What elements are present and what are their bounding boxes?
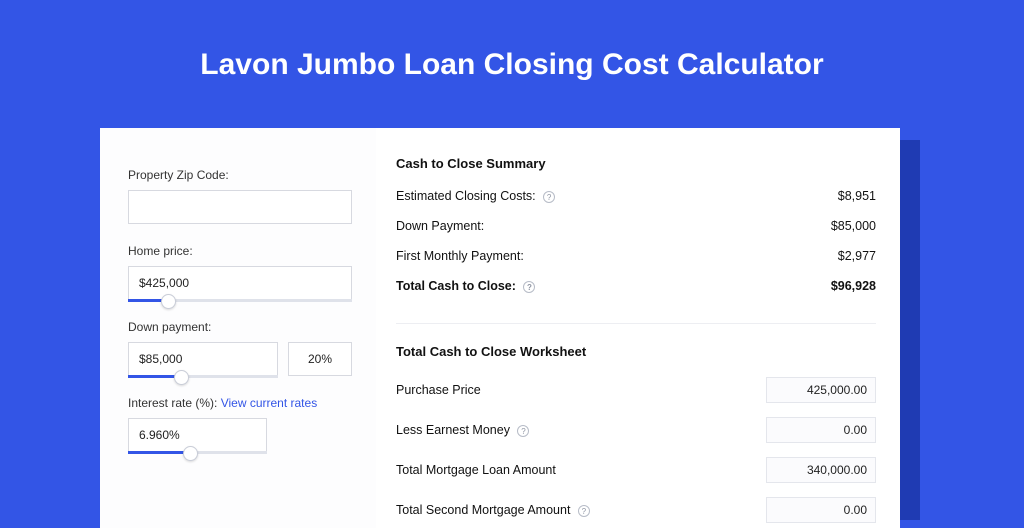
help-icon[interactable]: ? <box>543 191 555 203</box>
worksheet-label: Total Mortgage Loan Amount <box>396 463 556 477</box>
summary-row-first-monthly: First Monthly Payment: $2,977 <box>396 249 876 263</box>
view-rates-link[interactable]: View current rates <box>221 396 318 410</box>
inputs-panel: Property Zip Code: Home price: Down paym… <box>100 128 376 528</box>
home-price-input[interactable] <box>128 266 352 300</box>
slider-fill <box>128 375 181 378</box>
slider-thumb[interactable] <box>183 446 198 461</box>
worksheet-row-purchase-price: Purchase Price <box>396 377 876 403</box>
worksheet-value-input[interactable] <box>766 417 876 443</box>
cash-to-close-summary: Cash to Close Summary Estimated Closing … <box>396 156 876 324</box>
worksheet-value-input[interactable] <box>766 457 876 483</box>
worksheet-row-mortgage-amount: Total Mortgage Loan Amount <box>396 457 876 483</box>
home-price-label: Home price: <box>128 244 352 258</box>
zip-field: Property Zip Code: <box>128 168 352 224</box>
help-icon[interactable]: ? <box>517 425 529 437</box>
page-title: Lavon Jumbo Loan Closing Cost Calculator <box>0 0 1024 110</box>
summary-label: Estimated Closing Costs: <box>396 189 536 203</box>
worksheet-block: Total Cash to Close Worksheet Purchase P… <box>396 344 876 523</box>
interest-rate-input[interactable] <box>128 418 267 452</box>
worksheet-value-input[interactable] <box>766 497 876 523</box>
summary-value: $85,000 <box>831 219 876 233</box>
down-payment-input[interactable] <box>128 342 278 376</box>
down-payment-pct[interactable]: 20% <box>288 342 352 376</box>
summary-label: First Monthly Payment: <box>396 249 524 263</box>
summary-row-total-cash: Total Cash to Close: ? $96,928 <box>396 279 876 293</box>
calculator-card: Property Zip Code: Home price: Down paym… <box>100 128 900 528</box>
zip-label: Property Zip Code: <box>128 168 352 182</box>
summary-title: Cash to Close Summary <box>396 156 876 171</box>
down-payment-label: Down payment: <box>128 320 352 334</box>
home-price-field: Home price: <box>128 244 352 300</box>
slider-fill <box>128 451 190 454</box>
interest-rate-slider[interactable] <box>128 418 267 452</box>
summary-label: Down Payment: <box>396 219 484 233</box>
help-icon[interactable]: ? <box>523 281 535 293</box>
help-icon[interactable]: ? <box>578 505 590 517</box>
worksheet-row-second-mortgage: Total Second Mortgage Amount ? <box>396 497 876 523</box>
summary-row-closing-costs: Estimated Closing Costs: ? $8,951 <box>396 189 876 203</box>
worksheet-title: Total Cash to Close Worksheet <box>396 344 876 359</box>
worksheet-row-earnest-money: Less Earnest Money ? <box>396 417 876 443</box>
interest-rate-label-text: Interest rate (%): <box>128 396 221 410</box>
down-payment-slider[interactable] <box>128 342 278 376</box>
zip-input[interactable] <box>128 190 352 224</box>
home-price-slider[interactable] <box>128 266 352 300</box>
down-payment-field: Down payment: 20% <box>128 320 352 376</box>
slider-thumb[interactable] <box>161 294 176 309</box>
summary-value: $96,928 <box>831 279 876 293</box>
summary-value: $8,951 <box>838 189 876 203</box>
slider-thumb[interactable] <box>174 370 189 385</box>
worksheet-label: Less Earnest Money <box>396 423 510 437</box>
summary-value: $2,977 <box>838 249 876 263</box>
worksheet-label: Purchase Price <box>396 383 481 397</box>
interest-rate-field: Interest rate (%): View current rates <box>128 396 352 452</box>
interest-rate-label: Interest rate (%): View current rates <box>128 396 352 410</box>
worksheet-label: Total Second Mortgage Amount <box>396 503 570 517</box>
results-panel: Cash to Close Summary Estimated Closing … <box>376 128 900 528</box>
summary-row-down-payment: Down Payment: $85,000 <box>396 219 876 233</box>
summary-label: Total Cash to Close: <box>396 279 516 293</box>
worksheet-value-input[interactable] <box>766 377 876 403</box>
